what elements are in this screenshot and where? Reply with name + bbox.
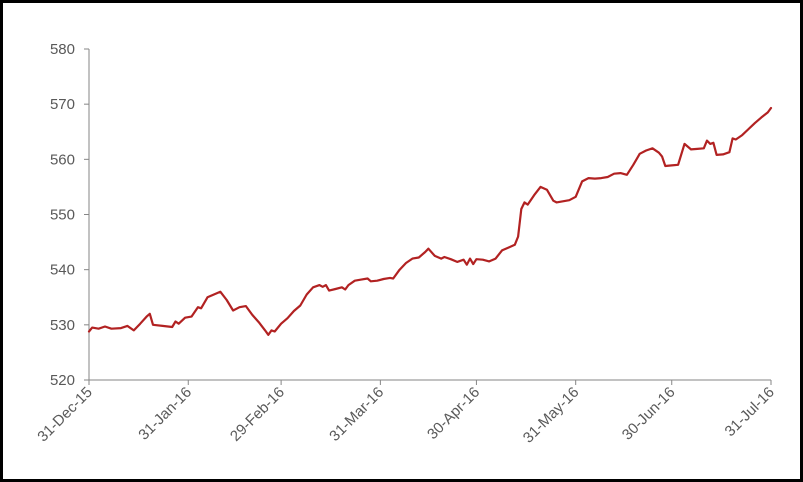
x-tick-label: 30-Apr-16 bbox=[424, 384, 483, 443]
line-chart: 520 530 540 550 560 570 580 31-Dec-15 31-Jan-16 2… bbox=[34, 41, 778, 447]
x-tick-label: 31-May-16 bbox=[520, 384, 583, 447]
series-line bbox=[87, 106, 773, 336]
y-tick-label: 560 bbox=[50, 151, 75, 168]
x-tick-label: 31-Jul-16 bbox=[722, 384, 778, 440]
y-tick-label: 570 bbox=[50, 96, 75, 113]
x-tick-label: 29-Feb-16 bbox=[227, 384, 288, 445]
y-tick-label: 550 bbox=[50, 207, 75, 224]
y-tick-label: 530 bbox=[50, 317, 75, 334]
y-tick-label: 540 bbox=[50, 262, 75, 279]
x-tick-label: 31-Dec-15 bbox=[34, 384, 96, 446]
x-tick-label: 30-Jun-16 bbox=[619, 384, 679, 444]
x-tick-label: 31-Mar-16 bbox=[326, 384, 387, 445]
y-tick-label: 580 bbox=[50, 41, 75, 58]
x-tick-label: 31-Jan-16 bbox=[135, 384, 195, 444]
y-tick-label: 520 bbox=[50, 372, 75, 389]
